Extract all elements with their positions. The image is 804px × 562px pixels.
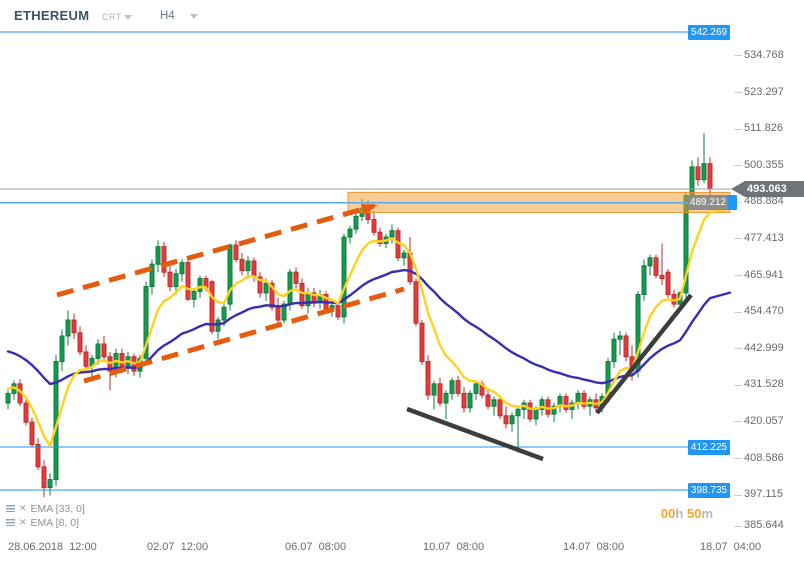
indicator-settings-icon[interactable]: [6, 505, 15, 512]
price-axis-label: 408.586: [744, 451, 784, 464]
price-level-badge-support-low: 398.735: [688, 483, 730, 498]
price-axis-tick: [734, 165, 742, 167]
price-axis-label: 534.768: [744, 48, 784, 61]
current-price-badge: 493.063: [731, 181, 804, 197]
price-axis-label: 442.999: [744, 341, 784, 354]
chevron-down-icon: [124, 15, 132, 20]
price-axis-tick: [734, 494, 742, 496]
time-axis-label: 10.07 08:00: [423, 541, 485, 553]
indicator-legend-ema33: ✕ EMA [33, 0]: [6, 502, 85, 515]
price-axis-label: 488.884: [744, 195, 784, 208]
price-axis-tick: [734, 421, 742, 423]
price-level-badge-upper: 542.269: [688, 25, 730, 40]
remove-indicator-icon[interactable]: ✕: [19, 517, 27, 527]
price-axis-tick: [734, 275, 742, 277]
remove-indicator-icon[interactable]: ✕: [19, 503, 27, 513]
time-axis-label: 14.07 08:00: [563, 541, 625, 553]
price-axis-label: 431.528: [744, 378, 784, 391]
price-axis-label: 500.355: [744, 158, 784, 171]
price-axis-tick: [734, 384, 742, 386]
price-axis-tick: [734, 238, 742, 240]
price-axis-tick: [734, 55, 742, 57]
supply-zone-price-badge: 489.212: [688, 195, 728, 210]
price-axis-label: 385.644: [744, 519, 784, 531]
price-axis-tick: [734, 128, 742, 130]
chevron-down-icon: [190, 14, 198, 19]
channel-dashed-line: [56, 203, 375, 298]
price-axis-tick: [734, 458, 742, 460]
time-axis-label: 02.07 12:00: [147, 541, 209, 553]
price-axis-label: 465.941: [744, 268, 784, 281]
indicator-settings-icon[interactable]: [6, 519, 15, 526]
price-axis-tick: [734, 201, 742, 203]
price-axis-tick: [734, 311, 742, 313]
indicator-label: EMA [8, 0]: [30, 516, 80, 529]
symbol-title: ETHEREUM: [14, 8, 90, 23]
price-axis-label: 454.470: [744, 305, 784, 318]
price-axis-tick: [734, 525, 742, 527]
price-level-badge-support-mid: 412.225: [688, 440, 730, 455]
price-axis-label: 523.297: [744, 85, 784, 98]
timeframe-dropdown[interactable]: H4: [160, 10, 175, 22]
price-axis-label: 511.826: [744, 122, 783, 135]
price-axis-label: 397.115: [744, 488, 783, 501]
trend-line: [406, 406, 544, 462]
bar-countdown: 00h 50m: [660, 506, 713, 521]
time-axis-label: 06.07 08:00: [285, 541, 347, 553]
price-axis-label: 420.057: [744, 414, 784, 427]
time-axis-label: 28.06.2018 12:00: [8, 541, 97, 553]
ema-33-line: [6, 268, 732, 386]
zone-level-badge-fragment: [727, 195, 737, 210]
channel-dashed-line: [83, 286, 405, 384]
price-axis-tick: [734, 92, 742, 94]
ema-8-line: [6, 206, 732, 447]
badge-pointer-icon: [731, 181, 745, 197]
indicator-legend-ema8: ✕ EMA [8, 0]: [6, 516, 79, 529]
candles-layer: [5, 133, 713, 498]
price-axis-label: 477.413: [744, 231, 784, 244]
trend-line: [595, 293, 693, 415]
price-axis-tick: [734, 348, 742, 350]
channel-arrow-icon: [360, 203, 378, 215]
chart-type-dropdown[interactable]: CRT: [102, 12, 122, 22]
time-axis-label: 18.07 04:00: [700, 541, 762, 553]
indicator-label: EMA [33, 0]: [30, 502, 85, 515]
